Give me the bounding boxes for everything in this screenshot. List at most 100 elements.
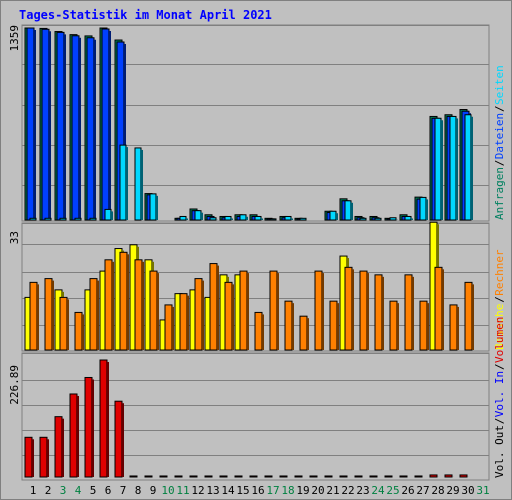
bar-dateien-6 <box>101 28 110 221</box>
bar-volumen-9 <box>144 475 153 478</box>
bar-seiten-16-shadow <box>261 218 263 220</box>
bar-dateien-2 <box>41 28 50 221</box>
bar-seiten-13 <box>209 217 217 221</box>
bar-volumen-6-shadow <box>107 362 109 477</box>
bar-seiten-17 <box>269 218 277 221</box>
bar-volumen-6 <box>99 359 108 478</box>
bar-rechner-18 <box>284 300 293 351</box>
bar-rechner-3-shadow <box>67 299 69 350</box>
bar-seiten-27-shadow <box>426 199 428 220</box>
x-tick-label-7: 7 <box>120 484 127 497</box>
bar-seiten-30-shadow <box>471 116 473 220</box>
bar-rechner-26 <box>404 274 413 351</box>
x-tick-label-2: 2 <box>45 484 52 497</box>
bar-dateien-5-shadow <box>94 39 96 220</box>
bar-seiten-29-shadow <box>456 118 458 220</box>
y-max-label-2: 33 <box>8 231 21 244</box>
bar-rechner-24 <box>374 274 383 351</box>
bar-rechner-2 <box>44 278 53 351</box>
bar-volumen-26 <box>399 475 408 478</box>
x-tick-label-23: 23 <box>356 484 369 497</box>
bar-rechner-1 <box>29 281 38 351</box>
bar-seiten-22-shadow <box>351 202 353 220</box>
bar-rechner-24-shadow <box>382 276 384 350</box>
bar-rechner-10 <box>164 304 173 351</box>
bar-seiten-14 <box>224 215 232 221</box>
bar-rechner-30 <box>464 281 473 351</box>
bar-rechner-2-shadow <box>52 280 54 350</box>
bar-seiten-8-shadow <box>141 149 143 220</box>
bar-rechner-16 <box>254 311 263 351</box>
bar-seiten-24 <box>374 217 382 221</box>
x-tick-label-16: 16 <box>251 484 264 497</box>
x-tick-label-6: 6 <box>105 484 112 497</box>
bar-dateien-3-shadow <box>64 34 66 220</box>
x-tick-label-5: 5 <box>90 484 97 497</box>
bar-seiten-6-shadow <box>111 211 113 220</box>
bar-rechner-16-shadow <box>262 314 264 350</box>
bar-seiten-11 <box>179 215 187 221</box>
bar-dateien-7-shadow <box>124 43 126 220</box>
bar-rechner-10-shadow <box>172 306 174 350</box>
bar-volumen-7-shadow <box>122 403 124 477</box>
x-tick-label-17: 17 <box>266 484 279 497</box>
bar-seiten-26 <box>404 215 412 221</box>
bar-rechner-4-shadow <box>82 314 84 350</box>
bar-seiten-14-shadow <box>231 218 233 220</box>
bar-rechner-11-shadow <box>187 295 189 350</box>
bar-seiten-19 <box>299 217 307 221</box>
bar-seiten-7-shadow <box>126 147 128 220</box>
bar-volumen-11 <box>174 475 183 478</box>
legend-middle-separator-1: / <box>493 296 506 303</box>
bar-seiten-12 <box>194 210 202 221</box>
bar-rechner-4 <box>74 311 83 351</box>
bar-dateien-5 <box>86 37 95 221</box>
bar-seiten-9 <box>149 193 157 221</box>
bar-seiten-28 <box>434 117 442 221</box>
bar-rechner-19 <box>299 315 308 351</box>
bar-rechner-5 <box>89 278 98 351</box>
bar-volumen-8 <box>129 475 138 478</box>
bar-volumen-30 <box>459 474 468 478</box>
bar-volumen-17 <box>264 475 273 478</box>
x-tick-label-13: 13 <box>206 484 219 497</box>
bar-seiten-9-shadow <box>156 195 158 220</box>
bar-rechner-7 <box>119 251 128 351</box>
bar-dateien-6-shadow <box>109 30 111 220</box>
bar-rechner-22 <box>344 266 353 351</box>
x-tick-label-18: 18 <box>281 484 294 497</box>
x-tick-label-14: 14 <box>221 484 235 497</box>
x-tick-label-1: 1 <box>30 484 37 497</box>
bar-seiten-22 <box>344 200 352 221</box>
bar-rechner-19-shadow <box>307 318 309 350</box>
bar-volumen-13 <box>204 475 213 478</box>
bar-seiten-3 <box>59 217 67 221</box>
bar-rechner-1-shadow <box>37 284 39 350</box>
x-tick-label-24: 24 <box>371 484 385 497</box>
bar-rechner-14-shadow <box>232 284 234 350</box>
bar-seiten-6 <box>104 208 112 221</box>
x-tick-label-12: 12 <box>191 484 204 497</box>
bar-volumen-16 <box>249 475 258 478</box>
bar-volumen-22 <box>339 475 348 478</box>
bar-volumen-7 <box>114 400 123 478</box>
bar-rechner-27 <box>419 300 428 351</box>
bar-rechner-11 <box>179 293 188 351</box>
bar-volumen-2-shadow <box>47 439 49 477</box>
bar-rechner-5-shadow <box>97 280 99 350</box>
bar-seiten-15 <box>239 214 247 221</box>
bar-volumen-15 <box>234 475 243 478</box>
bar-volumen-25 <box>384 475 393 478</box>
bar-rechner-9 <box>149 270 158 351</box>
bar-rechner-23 <box>359 270 368 351</box>
bar-rechner-13-shadow <box>217 265 219 350</box>
bar-rechner-21-shadow <box>337 303 339 350</box>
legend-bottom-vol-in: Vol. In <box>493 371 506 417</box>
bar-rechner-7-shadow <box>127 254 129 350</box>
x-tick-label-15: 15 <box>236 484 249 497</box>
legend-bottom-volumen: Volumen <box>493 317 506 363</box>
x-tick-label-26: 26 <box>401 484 414 497</box>
bar-volumen-24 <box>369 475 378 478</box>
bar-volumen-20 <box>309 475 318 478</box>
